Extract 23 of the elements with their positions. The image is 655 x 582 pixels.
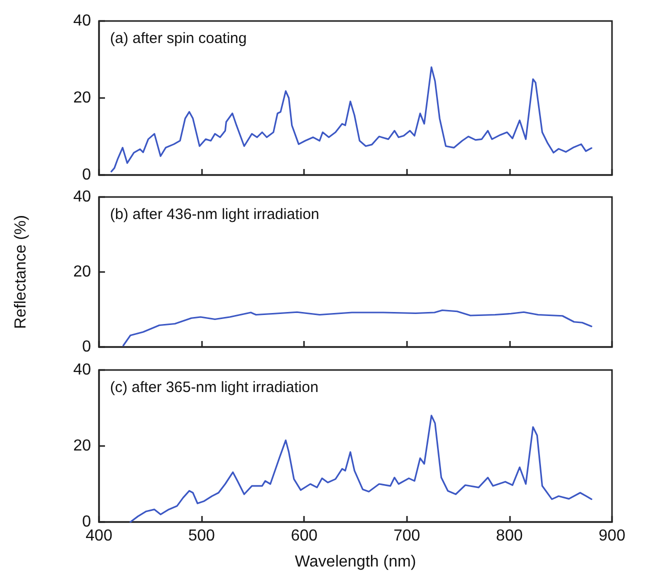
x-tick-label: 400 (86, 528, 112, 544)
y-tick-label: 40 (73, 188, 92, 206)
y-tick-label: 0 (82, 166, 92, 184)
y-axis-title: Reflectance (%) (12, 215, 30, 329)
y-tick-label: 0 (82, 514, 92, 530)
y-tick-label: 0 (82, 338, 92, 356)
y-tick-label: 40 (73, 362, 92, 378)
x-tick-label: 500 (188, 528, 216, 544)
text: (a) after spin coating (110, 30, 247, 47)
y-tick-label: 20 (73, 438, 92, 454)
line-series (130, 414, 592, 523)
y-tick-label: 40 (73, 12, 92, 30)
text: (b) after 436-nm light irradiation (110, 206, 320, 223)
x-axis-title: Wavelength (nm) (294, 554, 416, 570)
line-series (110, 66, 592, 172)
text: (c) after 365-nm light irradiation (110, 379, 318, 396)
x-tick-label: 800 (496, 528, 523, 544)
x-tick-label: 700 (393, 528, 420, 544)
x-tick-label: 900 (598, 528, 626, 544)
y-tick-label: 20 (73, 90, 92, 106)
x-tick-label: 600 (290, 528, 318, 544)
y-tick-label: 20 (73, 264, 92, 280)
line-series (122, 309, 592, 346)
